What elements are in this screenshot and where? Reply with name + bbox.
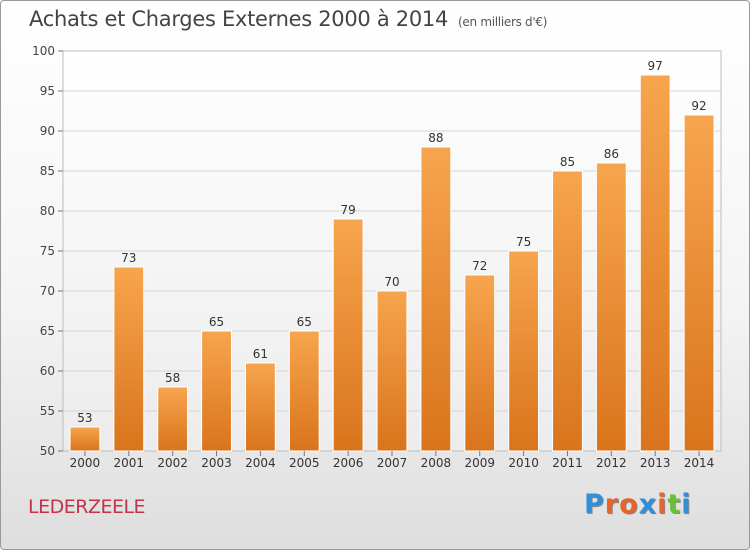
bar-value-label: 53 [77, 411, 92, 425]
y-tick-label: 90 [40, 124, 55, 138]
bar-2010 [508, 250, 540, 452]
x-tick-label: 2002 [157, 456, 188, 470]
x-tick-label: 2001 [114, 456, 145, 470]
logo-letter: i [657, 489, 668, 520]
x-tick-label: 2005 [289, 456, 320, 470]
y-axis: 50 55 60 65 70 75 80 85 90 95 100 [32, 44, 63, 458]
bar-value-label: 72 [472, 259, 487, 273]
bar-2009 [464, 274, 496, 452]
bar-2013 [639, 74, 671, 452]
bar-2008 [420, 146, 452, 452]
x-tick-label: 2000 [70, 456, 101, 470]
bars: 53 73 58 65 61 65 79 70 88 72 75 85 86 97 92 [69, 59, 715, 452]
y-tick-label: 85 [40, 164, 55, 178]
bar-value-label: 88 [428, 131, 443, 145]
y-tick-label: 50 [40, 444, 55, 458]
y-tick-label: 100 [32, 44, 55, 58]
x-tick-label: 2009 [464, 456, 495, 470]
y-tick-label: 80 [40, 204, 55, 218]
x-tick-label: 2011 [552, 456, 583, 470]
chart-title: Achats et Charges Externes 2000 à 2014 (e… [29, 7, 547, 31]
logo-letter: i [681, 489, 692, 520]
x-tick-label: 2010 [508, 456, 539, 470]
x-tick-label: 2012 [596, 456, 627, 470]
bar-value-label: 65 [209, 315, 224, 329]
logo-letter: t [667, 489, 682, 520]
title-text: Achats et Charges Externes 2000 à 2014 [29, 7, 449, 31]
bar-2000 [69, 426, 101, 452]
y-tick-label: 65 [40, 324, 55, 338]
bar-2006 [332, 218, 364, 452]
commune-name: LEDERZEELE [28, 496, 146, 518]
bar-value-label: 58 [165, 371, 180, 385]
bar-2003 [201, 330, 232, 452]
bar-value-label: 73 [121, 251, 136, 265]
bar-2004 [244, 362, 276, 452]
bar-value-label: 65 [297, 315, 312, 329]
y-tick-label: 70 [40, 284, 55, 298]
bar-value-label: 70 [384, 275, 399, 289]
bar-value-label: 86 [604, 147, 619, 161]
y-tick-label: 75 [40, 244, 55, 258]
bar-2014 [683, 114, 715, 452]
bar-2005 [288, 330, 320, 452]
x-tick-label: 2007 [377, 456, 408, 470]
bar-2012 [595, 162, 627, 452]
x-axis: 2000 2001 2002 2003 2004 2005 2006 2007 2008 2009… [70, 451, 715, 470]
logo-letter: o [619, 489, 639, 520]
bar-value-label: 85 [560, 155, 575, 169]
bar-value-label: 97 [648, 59, 663, 73]
x-tick-label: 2013 [640, 456, 671, 470]
y-tick-label: 55 [40, 404, 55, 418]
logo-letter: r [604, 489, 620, 520]
bar-value-label: 79 [340, 203, 355, 217]
bar-value-label: 61 [253, 347, 268, 361]
proxiti-logo[interactable]: Proxiti [584, 489, 692, 520]
bar-value-label: 75 [516, 235, 531, 249]
title-unit: (en milliers d'€) [458, 15, 548, 29]
bar-2001 [113, 266, 145, 452]
logo-letter: x [638, 489, 658, 520]
x-tick-label: 2006 [333, 456, 364, 470]
bar-2007 [376, 290, 408, 452]
x-tick-label: 2008 [421, 456, 452, 470]
x-tick-label: 2004 [245, 456, 276, 470]
y-tick-label: 60 [40, 364, 55, 378]
logo-letter: P [584, 489, 605, 520]
bar-2002 [157, 386, 189, 452]
x-tick-label: 2014 [684, 456, 715, 470]
y-tick-label: 95 [40, 84, 55, 98]
bar-2011 [552, 170, 583, 452]
x-tick-label: 2003 [201, 456, 232, 470]
bar-value-label: 92 [691, 99, 706, 113]
